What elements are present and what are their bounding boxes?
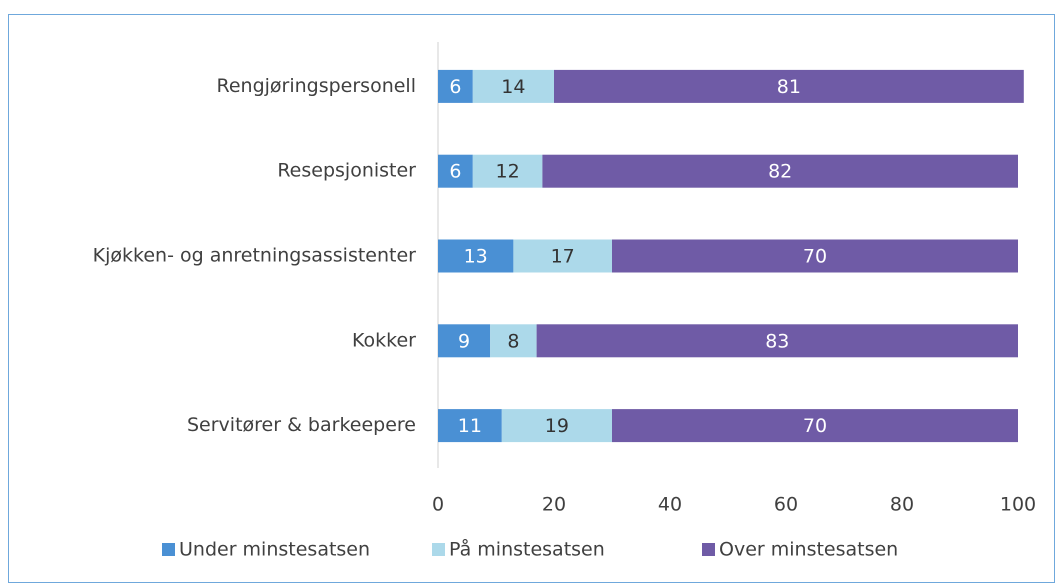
legend-label: Over minstesatsen [719,539,898,561]
y-tick-label: Resepsjonister [277,160,416,182]
bar-segment [472,154,543,188]
data-label: 8 [507,330,519,352]
bar-segment [513,239,612,273]
data-label: 17 [551,246,575,268]
data-label: 6 [449,161,461,183]
data-label: 14 [501,76,525,98]
data-label: 82 [768,161,792,183]
legend-swatch [162,543,175,556]
bar-segment [490,324,537,358]
bar-segment [612,239,1018,273]
x-tick-label: 0 [432,494,444,516]
x-tick-label: 100 [1000,494,1036,516]
legend-label: Under minstesatsen [179,539,370,561]
data-label: 81 [777,76,801,98]
bar-segment [501,409,612,443]
bar-segment [438,69,473,103]
bar-segment [542,154,1018,188]
data-label: 70 [803,415,827,437]
x-tick-label: 60 [774,494,798,516]
y-tick-label: Rengjøringspersonell [216,75,416,97]
bar-segment [472,69,554,103]
y-tick-label: Kjøkken- og anretningsassistenter [93,245,417,267]
x-tick-label: 80 [890,494,914,516]
bar-segment [536,324,1018,358]
x-tick-label: 40 [658,494,682,516]
data-label: 13 [464,246,488,268]
data-label: 19 [545,415,569,437]
y-tick-label: Servitører & barkeepere [187,414,416,436]
data-label: 9 [458,330,470,352]
bar-segment [438,324,491,358]
data-label: 6 [449,76,461,98]
x-tick-label: 20 [542,494,566,516]
data-label: 83 [765,330,789,352]
legend-label: På minstesatsen [449,538,605,561]
bar-segment [554,69,1024,103]
data-label: 70 [803,246,827,268]
data-label: 11 [458,415,482,437]
legend-swatch [432,543,445,556]
bar-segment [438,154,473,188]
bar-segment [438,409,502,443]
bar-segment [438,239,514,273]
bar-segment [612,409,1018,443]
chart-frame [8,14,1055,583]
y-tick-label: Kokker [352,329,416,351]
legend-swatch [702,543,715,556]
data-label: 12 [496,161,520,183]
